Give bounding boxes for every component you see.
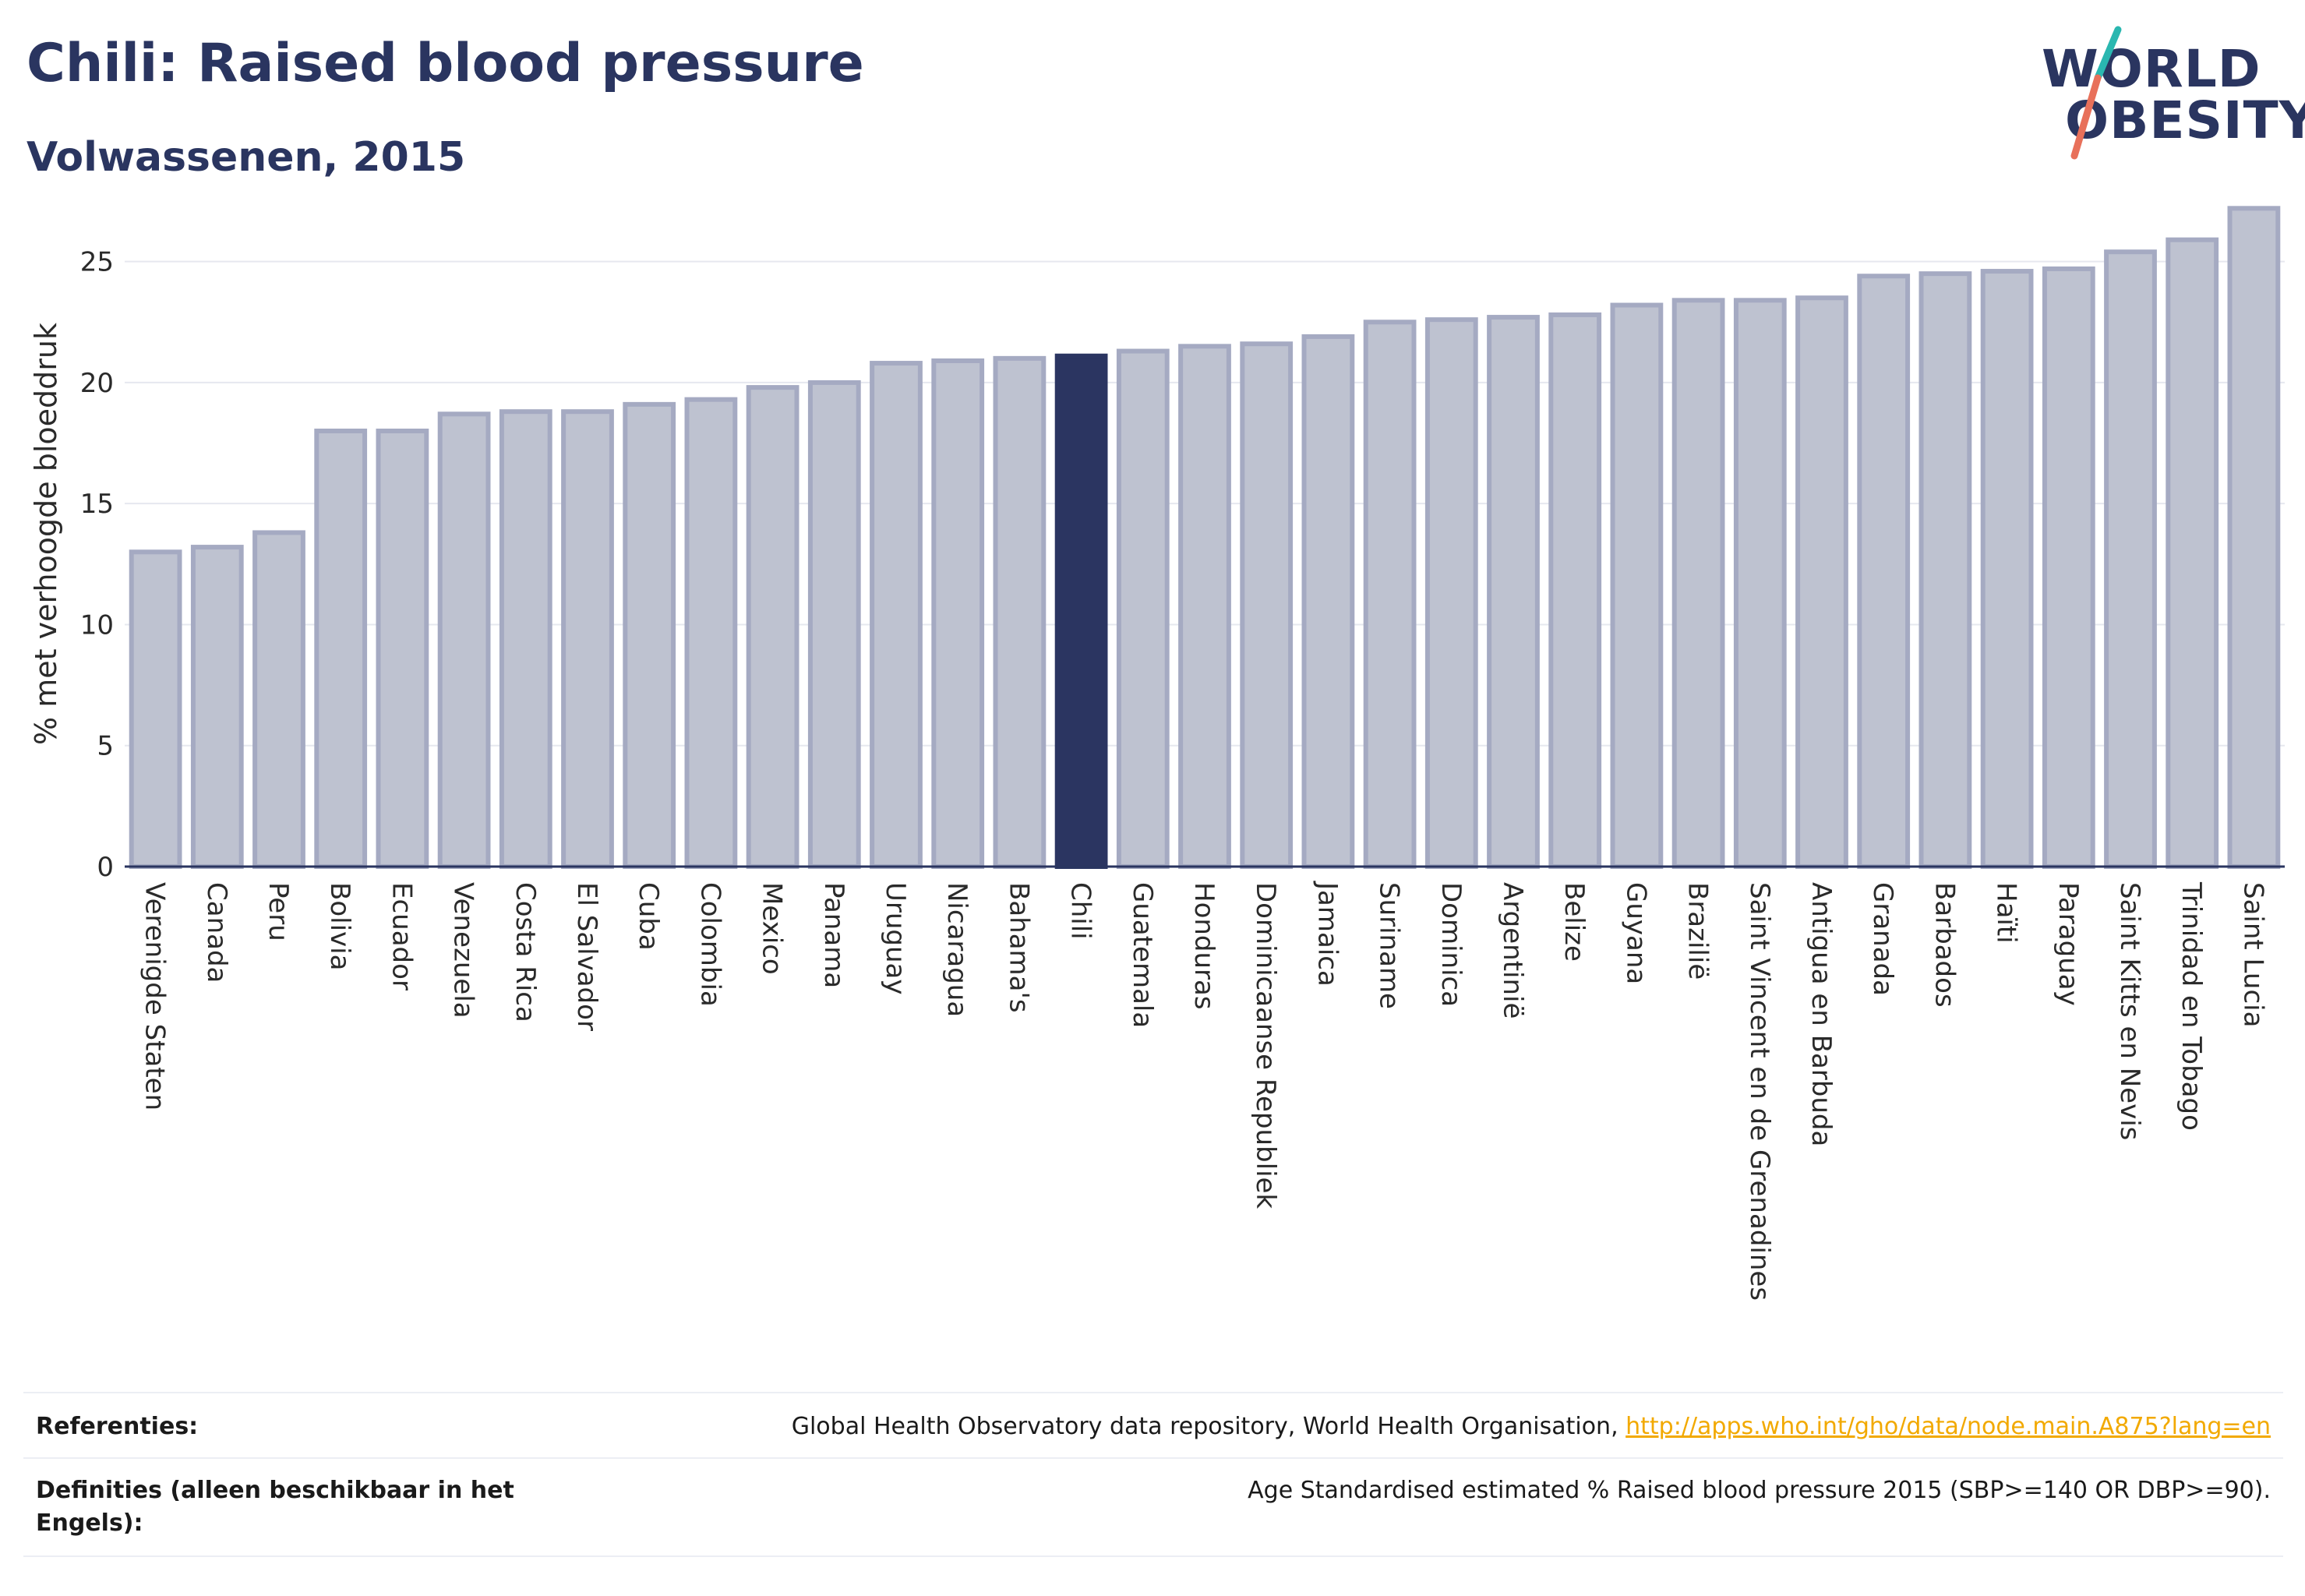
- bar: [2166, 237, 2219, 870]
- bar: [1301, 334, 1355, 869]
- x-category-label: Cuba: [633, 882, 664, 951]
- x-category-label: Panama: [818, 882, 849, 988]
- y-tick-label: 15: [80, 489, 114, 520]
- x-category-label: Dominica: [1435, 882, 1467, 1007]
- x-category-label: Guatemala: [1127, 882, 1158, 1028]
- bar: [1733, 298, 1787, 870]
- bar: [1424, 317, 1478, 869]
- bar: [1548, 312, 1602, 869]
- bar: [1610, 302, 1664, 869]
- x-category-label: Jamaica: [1311, 881, 1343, 987]
- x-category-label: Colombia: [694, 882, 725, 1007]
- logo-line-1: WORLD: [2042, 39, 2261, 99]
- bar: [1240, 341, 1294, 870]
- bar: [1054, 353, 1108, 869]
- x-category-label: Paraguay: [2053, 882, 2084, 1006]
- bar: [190, 545, 244, 870]
- references-text: Global Health Observatory data repositor…: [791, 1413, 1626, 1440]
- bar: [499, 409, 552, 869]
- bar: [2227, 206, 2281, 870]
- logo-slash-icon: [2070, 26, 2122, 160]
- bar: [437, 411, 491, 869]
- x-category-label: Nicaragua: [941, 882, 972, 1017]
- x-category-label: Trinidad en Tobago: [2176, 881, 2207, 1131]
- x-category-label: Haïti: [1991, 882, 2022, 944]
- definitions-row: Definities (alleen beschikbaar in het En…: [23, 1457, 2283, 1557]
- bar: [314, 429, 368, 869]
- references-value: Global Health Observatory data repositor…: [792, 1411, 2271, 1443]
- x-category-label: Brazilië: [1682, 882, 1714, 980]
- definitions-label: Definities (alleen beschikbaar in het En…: [36, 1477, 514, 1537]
- x-category-label: Barbados: [1929, 882, 1960, 1008]
- x-category-label: Uruguay: [880, 882, 911, 995]
- definitions-value: Age Standardised estimated % Raised bloo…: [1248, 1477, 2271, 1504]
- y-tick-label: 0: [97, 852, 114, 883]
- x-category-label: Antigua en Barbuda: [1806, 882, 1837, 1146]
- chart-subtitle: Volwassenen, 2015: [26, 134, 466, 181]
- x-category-label: Saint Vincent en de Grenadines: [1744, 882, 1775, 1301]
- x-category-label: Honduras: [1188, 882, 1220, 1010]
- bar: [252, 530, 305, 869]
- bar: [807, 380, 861, 869]
- x-category-label: Canada: [201, 882, 232, 983]
- x-category-label: Belize: [1558, 882, 1590, 962]
- bar: [623, 401, 676, 869]
- x-category-label: Suriname: [1374, 882, 1405, 1009]
- bar: [376, 429, 429, 869]
- bar: [1980, 269, 2034, 870]
- x-category-label: Guyana: [1620, 882, 1651, 984]
- x-category-label: Verenigde Staten: [139, 882, 171, 1110]
- bar: [1178, 344, 1231, 869]
- x-category-label: El Salvador: [571, 882, 602, 1031]
- bar: [931, 358, 985, 869]
- x-category-label: Mexico: [757, 882, 788, 975]
- x-category-label: Saint Kitts en Nevis: [2114, 882, 2145, 1140]
- bar: [129, 549, 182, 869]
- bar: [1857, 274, 1911, 869]
- bar: [2104, 249, 2157, 869]
- y-tick-label: 10: [80, 609, 114, 641]
- bar: [1671, 298, 1725, 870]
- bar: [1918, 271, 1972, 869]
- bar: [1487, 315, 1540, 869]
- x-category-label: Dominicaanse Republiek: [1250, 882, 1281, 1209]
- bar-chart: 0 5 10 15 20 25 % met verhoogde bloeddruk Veren…: [29, 206, 2285, 1301]
- bar: [1363, 320, 1417, 870]
- chart-title: Chili: Raised blood pressure: [26, 33, 864, 94]
- y-tick-label: 20: [80, 368, 114, 399]
- x-category-label: Bolivia: [324, 882, 355, 970]
- bar: [2042, 266, 2095, 870]
- x-category-label: Granada: [1867, 882, 1898, 996]
- x-category-label: Costa Rica: [510, 882, 541, 1022]
- bar: [1116, 348, 1170, 869]
- world-obesity-logo: WORLD OBESITY: [2026, 23, 2305, 164]
- y-tick-label: 25: [80, 247, 114, 278]
- references-row: Referenties: Global Health Observatory d…: [23, 1392, 2283, 1459]
- x-category-label: Bahama's: [1003, 882, 1034, 1013]
- bar: [993, 355, 1047, 869]
- y-axis-title: % met verhoogde bloeddruk: [29, 323, 63, 745]
- bar: [1795, 295, 1848, 869]
- logo-line-2: OBESITY: [2065, 90, 2305, 150]
- references-link[interactable]: http://apps.who.int/gho/data/node.main.A…: [1626, 1413, 2271, 1440]
- x-category-label: Argentinië: [1497, 882, 1528, 1019]
- bar: [561, 409, 614, 869]
- bar: [746, 385, 800, 869]
- x-category-label: Peru: [263, 882, 294, 941]
- x-category-label: Saint Lucia: [2237, 882, 2268, 1027]
- x-category-label: Venezuela: [448, 882, 479, 1019]
- bar: [684, 397, 738, 869]
- x-category-label: Chili: [1065, 882, 1096, 940]
- y-tick-label: 5: [97, 731, 114, 762]
- bar: [870, 361, 923, 870]
- x-category-label: Ecuador: [386, 882, 417, 990]
- references-label: Referenties:: [36, 1413, 199, 1440]
